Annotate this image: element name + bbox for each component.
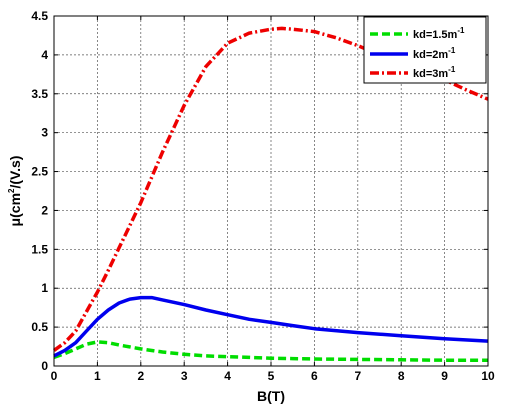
y-tick-label: 1 xyxy=(41,281,48,295)
x-tick-label: 6 xyxy=(311,369,318,383)
x-tick-label: 2 xyxy=(137,369,144,383)
y-tick-label: 0.5 xyxy=(31,320,48,334)
y-axis-title: μ(cm2/(V.s) xyxy=(7,156,23,227)
y-tick-label: 2 xyxy=(41,203,48,217)
x-tick-label: 7 xyxy=(354,369,361,383)
y-tick-label: 4 xyxy=(41,48,48,62)
legend-label-kd1.5: kd=1.5m-1 xyxy=(413,26,465,41)
x-tick-label: 9 xyxy=(441,369,448,383)
x-tick-label: 0 xyxy=(51,369,58,383)
series-layer xyxy=(52,26,489,362)
y-tick-label: 3.5 xyxy=(31,87,48,101)
tick-labels: 0 1 2 3 4 5 6 7 8 9 10 0 0.5 1 1.5 2 2.5 3 3.5 4 4.5 xyxy=(31,9,495,383)
legend-label-kd2: kd=2m-1 xyxy=(413,46,456,61)
y-tick-label: 0 xyxy=(41,359,48,373)
series-line-2 xyxy=(53,295,489,358)
grid-lines xyxy=(54,16,488,366)
legend-label-kd3: kd=3m-1 xyxy=(413,65,456,80)
x-tick-label: 5 xyxy=(268,369,275,383)
legend-box xyxy=(363,16,487,84)
x-tick-label: 1 xyxy=(94,369,101,383)
y-tick-label: 2.5 xyxy=(31,165,48,179)
y-tick-label: 4.5 xyxy=(31,9,48,23)
x-tick-label: 4 xyxy=(224,369,231,383)
legend: kd=1.5m-1 kd=2m-1 kd=3m-1 xyxy=(363,16,487,84)
x-axis-title: B(T) xyxy=(257,388,285,404)
x-tick-label: 10 xyxy=(481,369,495,383)
x-tick-label: 3 xyxy=(181,369,188,383)
series-line-1 xyxy=(53,340,488,362)
x-tick-label: 8 xyxy=(398,369,405,383)
series-line-3 xyxy=(52,26,489,352)
y-tick-label: 3 xyxy=(41,126,48,140)
y-tick-label: 1.5 xyxy=(31,242,48,256)
